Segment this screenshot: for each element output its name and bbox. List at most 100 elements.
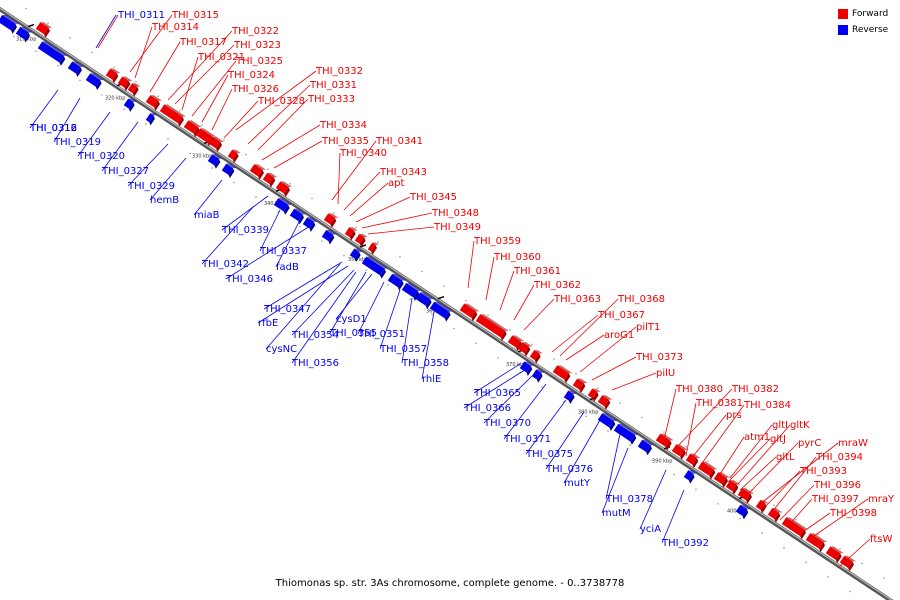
reverse-leader-line — [53, 97, 81, 143]
forward-gene-label: THI_0381 — [695, 398, 743, 409]
reverse-leader-line — [357, 281, 385, 335]
track-dot — [761, 532, 763, 534]
forward-gene — [697, 461, 718, 480]
reverse-gene — [221, 163, 237, 179]
legend-reverse: Reverse — [838, 22, 888, 38]
track-dot — [399, 256, 401, 258]
reverse-gene-label: THI_0351 — [357, 329, 405, 340]
reverse-leader-line — [379, 289, 401, 350]
reverse-gene — [531, 369, 545, 383]
forward-gene-label: THI_0325 — [235, 56, 283, 67]
reverse-leader-line — [101, 121, 139, 172]
forward-gene — [671, 444, 689, 460]
reverse-gene — [302, 217, 318, 232]
forward-gene-label: THI_0328 — [257, 96, 305, 107]
reverse-leader-line — [473, 363, 521, 394]
track-dot — [343, 254, 345, 257]
reverse-gene-label: THI_0370 — [483, 418, 531, 429]
track-dot — [487, 314, 489, 317]
forward-gene-label: THI_0317 — [179, 37, 227, 48]
forward-leader-line — [729, 424, 773, 479]
track-dot — [531, 343, 533, 346]
reverse-gene-label: THI_0337 — [259, 246, 307, 257]
forward-leader-line — [97, 14, 119, 49]
reverse-gene — [429, 301, 453, 322]
forward-swatch — [838, 9, 848, 19]
forward-leader-line — [551, 314, 599, 353]
forward-gene-label: THI_0326 — [231, 84, 279, 95]
track-dot — [651, 459, 653, 461]
track-dot — [25, 7, 27, 10]
forward-gene-label: THI_0323 — [233, 40, 281, 51]
forward-gene — [227, 149, 241, 163]
forward-gene-label: THI_0322 — [231, 26, 279, 37]
forward-gene — [839, 555, 857, 572]
reverse-gene-label: miaB — [194, 210, 220, 221]
forward-gene — [183, 120, 202, 138]
track-dot — [277, 211, 279, 213]
forward-gene-label: apt — [388, 178, 404, 189]
forward-leader-line — [685, 402, 697, 457]
track-dot — [541, 386, 543, 388]
reverse-leader-line — [335, 273, 373, 320]
reverse-gene — [37, 41, 68, 66]
track-dot — [619, 402, 621, 404]
forward-leader-line — [747, 442, 799, 495]
track-dot — [883, 577, 885, 579]
reverse-leader-line — [291, 269, 355, 336]
reverse-gene-label: THI_0342 — [201, 259, 249, 270]
track-dot — [465, 299, 467, 302]
reverse-gene — [361, 256, 389, 279]
reverse-gene-label: THI_0329 — [127, 181, 175, 192]
forward-leader-line — [134, 26, 153, 79]
reverse-gene-label: THI_0347 — [263, 304, 311, 315]
track-dot — [475, 342, 477, 345]
reverse-leader-line — [127, 143, 169, 187]
track-dot — [179, 110, 181, 112]
track-dot — [861, 562, 863, 565]
track-dot — [145, 123, 147, 126]
forward-gene-label: THI_0361 — [513, 266, 561, 277]
forward-gene-label: ftsW — [870, 534, 892, 545]
reverse-gene-label: THI_0375 — [525, 449, 573, 460]
forward-leader-line — [499, 270, 515, 311]
forward-gene-label: THI_0321 — [197, 52, 245, 63]
forward-leader-line — [167, 30, 233, 101]
reverse-leader-line — [149, 157, 187, 201]
forward-gene-label: aroG1 — [604, 330, 634, 341]
reverse-gene — [401, 283, 422, 301]
track-dot — [245, 153, 247, 156]
reverse-leader-line — [563, 419, 601, 484]
forward-gene-label: THI_0340 — [339, 148, 387, 159]
track-dot — [101, 94, 103, 96]
track-dot — [575, 372, 577, 375]
reverse-gene-label: mutY — [564, 478, 591, 489]
forward-gene-label: pilU — [656, 368, 675, 379]
forward-leader-line — [787, 498, 813, 527]
reverse-leader-line — [95, 14, 117, 49]
tick-label: 380 kbp — [578, 410, 598, 416]
forward-leader-line — [779, 484, 815, 521]
forward-leader-line — [737, 424, 791, 485]
reverse-leader-line — [291, 271, 357, 364]
tick-label: 330 kbp — [192, 153, 212, 159]
forward-gene-label: pyrC — [798, 438, 821, 449]
forward-leader-line — [689, 414, 727, 461]
forward-leader-line — [355, 196, 411, 223]
reverse-gene-label: THI_0355 — [329, 328, 377, 339]
reverse-leader-line — [259, 209, 281, 252]
forward-gene — [529, 350, 543, 364]
track-dot — [553, 358, 555, 360]
reverse-swatch — [838, 25, 848, 35]
reverse-leader-line — [525, 399, 567, 455]
forward-gene — [767, 508, 783, 523]
track-dot — [167, 138, 169, 140]
forward-leader-line — [367, 226, 435, 235]
forward-gene-label: THI_0373 — [635, 352, 683, 363]
track-dot — [157, 95, 159, 98]
reverse-leader-line — [263, 261, 343, 310]
track-dot — [717, 503, 719, 505]
forward-gene — [517, 342, 533, 357]
forward-gene — [737, 488, 755, 504]
forward-gene — [117, 76, 133, 92]
